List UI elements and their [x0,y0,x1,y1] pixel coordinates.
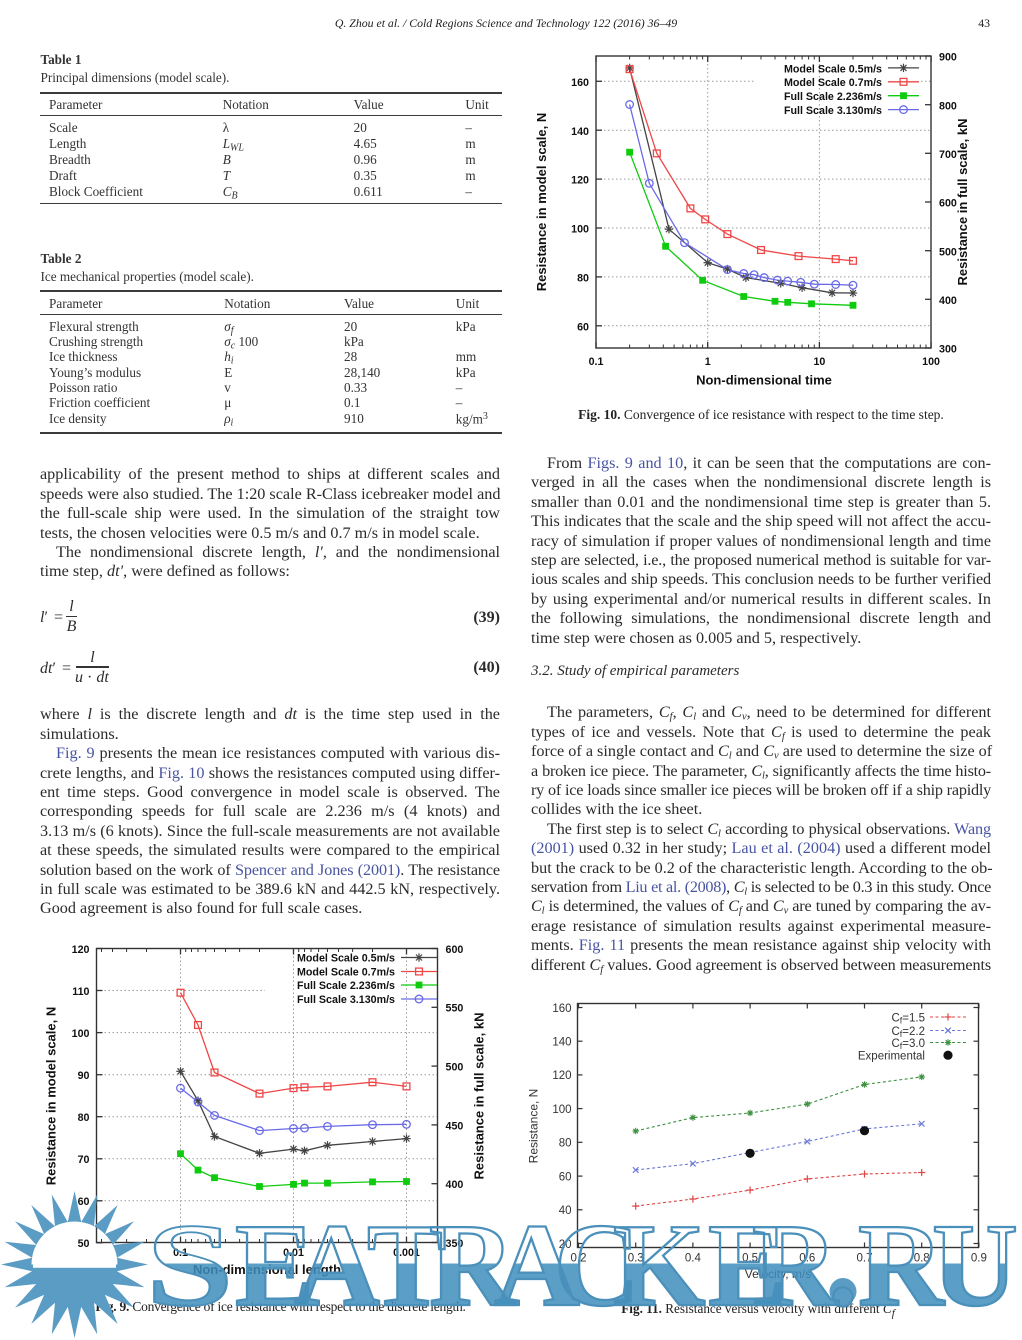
svg-text:0.4: 0.4 [685,1253,702,1265]
svg-text:1: 1 [705,356,711,368]
svg-text:Resistance, N: Resistance, N [527,1089,541,1164]
svg-text:0.5: 0.5 [742,1253,758,1265]
svg-text:0.001: 0.001 [393,1247,420,1259]
svg-text:0.3: 0.3 [628,1253,644,1265]
svg-text:Full Scale 2.236m/s: Full Scale 2.236m/s [784,91,882,103]
svg-text:Full Scale 3.130m/s: Full Scale 3.130m/s [784,105,882,117]
svg-text:500: 500 [446,1062,464,1074]
svg-text:400: 400 [939,295,957,307]
svg-text:350: 350 [446,1238,464,1250]
svg-text:Resistance in model scale, N: Resistance in model scale, N [534,113,549,291]
svg-text:120: 120 [72,944,90,956]
svg-text:60: 60 [577,321,589,333]
svg-text:20: 20 [559,1239,572,1251]
svg-text:800: 800 [939,100,957,112]
svg-text:0.1: 0.1 [589,356,604,368]
svg-text:Cf=3.0: Cf=3.0 [891,1038,925,1051]
svg-text:300: 300 [939,344,957,356]
svg-text:70: 70 [78,1154,90,1166]
svg-text:0.2: 0.2 [571,1253,587,1265]
svg-text:500: 500 [939,246,957,258]
svg-text:0.1: 0.1 [173,1247,188,1259]
svg-text:Velocity, m/s: Velocity, m/s [745,1267,811,1281]
svg-text:80: 80 [559,1138,572,1150]
svg-text:Full Scale 3.130m/s: Full Scale 3.130m/s [297,994,395,1006]
svg-text:120: 120 [571,175,589,187]
svg-text:0.9: 0.9 [971,1253,987,1265]
svg-text:110: 110 [72,986,89,998]
svg-text:400: 400 [446,1179,464,1191]
svg-text:50: 50 [78,1238,90,1250]
svg-text:Resistance in full scale, kN: Resistance in full scale, kN [472,1013,487,1180]
svg-text:100: 100 [552,1104,571,1116]
svg-text:120: 120 [552,1070,571,1082]
svg-text:160: 160 [552,1003,571,1015]
svg-text:90: 90 [78,1070,90,1082]
svg-text:80: 80 [577,273,589,285]
svg-text:10: 10 [813,356,825,368]
svg-text:0.7: 0.7 [857,1253,873,1265]
svg-text:Resistance in full scale, kN: Resistance in full scale, kN [955,119,970,286]
svg-text:Resistance in model scale, N: Resistance in model scale, N [44,1007,59,1185]
svg-text:80: 80 [78,1112,90,1124]
svg-text:Experimental: Experimental [858,1051,925,1063]
svg-text:600: 600 [939,198,957,210]
svg-text:450: 450 [446,1120,464,1132]
svg-text:Model Scale 0.5m/s: Model Scale 0.5m/s [297,953,395,965]
svg-text:Model Scale 0.5m/s: Model Scale 0.5m/s [784,63,882,75]
svg-text:100: 100 [922,356,940,368]
svg-text:100: 100 [571,224,589,236]
svg-text:60: 60 [559,1171,572,1183]
svg-text:40: 40 [559,1205,572,1217]
svg-text:900: 900 [939,52,957,64]
svg-text:160: 160 [571,77,589,89]
svg-text:100: 100 [72,1028,90,1040]
svg-text:600: 600 [446,944,464,956]
svg-text:Full Scale 2.236m/s: Full Scale 2.236m/s [297,980,395,992]
svg-text:700: 700 [939,149,957,161]
svg-text:550: 550 [446,1003,464,1015]
svg-text:0.01: 0.01 [283,1247,304,1259]
svg-text:140: 140 [571,126,589,138]
svg-text:Non-dimensional time: Non-dimensional time [696,373,832,388]
svg-text:140: 140 [552,1037,571,1049]
svg-text:Model Scale 0.7m/s: Model Scale 0.7m/s [297,967,395,979]
svg-text:60: 60 [78,1196,90,1208]
svg-text:Cf=1.5: Cf=1.5 [891,1012,925,1025]
svg-text:Cf=2.2: Cf=2.2 [891,1026,925,1039]
svg-text:Model Scale 0.7m/s: Model Scale 0.7m/s [784,77,882,89]
svg-text:Non-dimensional length: Non-dimensional length [193,1262,341,1277]
svg-text:0.6: 0.6 [799,1253,815,1265]
svg-text:0.8: 0.8 [914,1253,930,1265]
